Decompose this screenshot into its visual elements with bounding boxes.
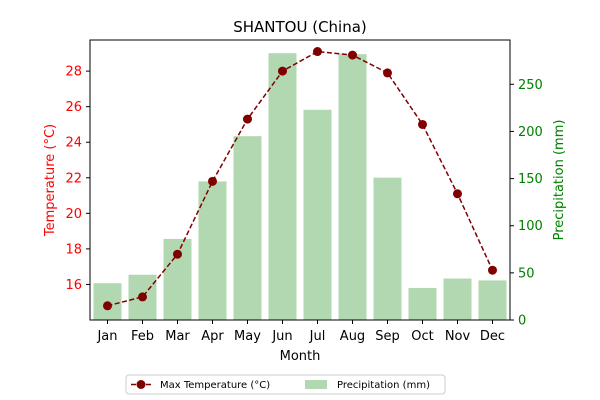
right-tick-label: 50 <box>518 266 535 281</box>
temp-point-oct <box>418 119 427 129</box>
left-tick-label: 26 <box>65 100 82 115</box>
right-tick-label: 0 <box>518 314 526 329</box>
temp-point-apr <box>208 176 217 186</box>
legend: Max Temperature (°C) Precipitation (mm) <box>125 374 446 395</box>
precip-bar-oct <box>408 287 437 320</box>
x-tick-label: Mar <box>165 329 190 344</box>
precip-bar-apr <box>198 181 227 320</box>
precip-bar-nov <box>443 278 472 320</box>
temp-point-mar <box>173 249 182 259</box>
left-axis-label: Temperature (°C) <box>43 124 58 237</box>
temp-point-nov <box>453 189 462 199</box>
x-tick-label: Jan <box>96 329 117 344</box>
plot-frame <box>89 39 511 321</box>
temp-point-jul <box>313 47 322 57</box>
precipitation-bars <box>93 53 507 320</box>
precip-bar-dec <box>478 280 507 320</box>
temp-point-feb <box>138 292 147 302</box>
right-tick-label: 200 <box>518 125 543 140</box>
temperature-line <box>103 47 497 311</box>
x-tick-label: Oct <box>411 329 433 344</box>
x-tick-label: Jul <box>309 329 326 344</box>
left-tick-label: 22 <box>65 171 82 186</box>
x-tick-label: Apr <box>201 329 224 344</box>
x-tick-label: Nov <box>445 329 471 344</box>
x-axis-ticks: Jan Feb Mar Apr May Jun Jul Aug Sep Oct Nov Dec <box>96 320 505 344</box>
legend-precip-swatch <box>305 380 327 389</box>
precip-bar-jun <box>268 53 297 320</box>
temp-point-dec <box>488 265 497 275</box>
left-tick-label: 20 <box>65 207 82 222</box>
legend-box <box>125 374 446 395</box>
x-tick-label: Sep <box>375 329 400 344</box>
left-tick-label: 28 <box>65 65 82 80</box>
right-axis-label: Precipitation (mm) <box>552 120 567 241</box>
x-tick-label: Dec <box>480 329 505 344</box>
precip-bar-sep <box>373 177 402 320</box>
x-tick-label: Jun <box>271 329 292 344</box>
temp-point-aug <box>348 50 357 60</box>
precip-bar-may <box>233 136 262 320</box>
left-tick-label: 24 <box>65 136 82 151</box>
left-axis-ticks: 16 18 20 22 24 26 28 <box>65 65 90 293</box>
x-tick-label: Aug <box>340 329 365 344</box>
right-axis-ticks: 0 50 100 150 200 250 <box>510 78 543 329</box>
x-axis-label: Month <box>280 349 321 364</box>
right-tick-label: 150 <box>518 172 543 187</box>
temp-point-may <box>243 114 252 124</box>
x-tick-label: Feb <box>131 329 154 344</box>
legend-precip-label: Precipitation (mm) <box>337 380 430 391</box>
legend-temp-marker <box>136 380 146 389</box>
left-tick-label: 18 <box>65 242 82 257</box>
legend-temp-label: Max Temperature (°C) <box>160 380 270 391</box>
right-tick-label: 100 <box>518 219 543 234</box>
x-tick-label: May <box>234 329 261 344</box>
temp-point-jan <box>103 301 112 311</box>
precip-bar-jul <box>303 109 332 320</box>
temp-point-jun <box>278 66 287 76</box>
precip-bar-aug <box>338 54 367 320</box>
left-tick-label: 16 <box>65 278 82 293</box>
temp-point-sep <box>383 68 392 78</box>
right-tick-label: 250 <box>518 78 543 93</box>
temp-line-path <box>107 50 494 307</box>
chart-title: SHANTOU (China) <box>233 18 367 36</box>
